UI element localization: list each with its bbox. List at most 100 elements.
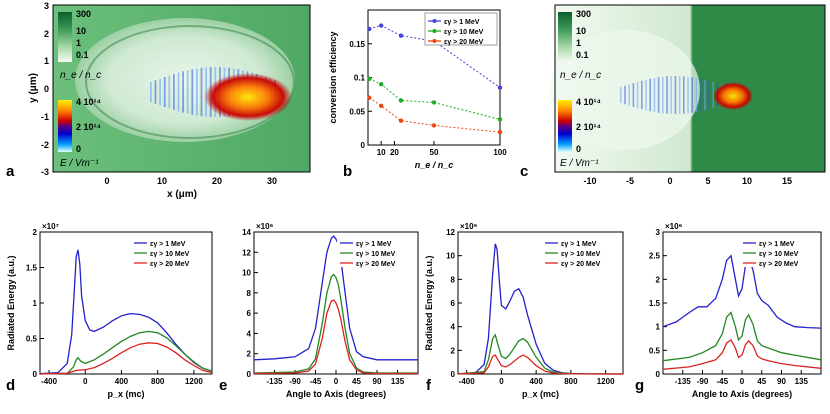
x-axis-label: p_x (mc) (522, 389, 559, 399)
series-line-3 (253, 299, 418, 375)
panel-a-density-tick-1: 10 (76, 26, 86, 36)
series-2-point (431, 100, 437, 105)
x-tick-label: 0 (334, 377, 339, 386)
panel-a-ytick-2: 1 (44, 56, 49, 66)
field-stripe (653, 77, 656, 113)
series-1-point (367, 26, 372, 32)
x-tick-label: -90 (697, 377, 709, 386)
panel-d-letter: d (6, 377, 15, 394)
panel-c-density-colorbar (558, 12, 572, 62)
legend-label-3: εγ > 20 MeV (561, 261, 601, 268)
legend-label-2: εγ > 10 MeV (759, 251, 799, 258)
y-tick-label: 1.5 (649, 299, 661, 308)
x-tick-label: 0 (499, 377, 504, 386)
panel-c-density-tick-0: 300 (576, 9, 591, 19)
legend-label-3: εγ > 20 MeV (444, 39, 484, 46)
x-tick-label: 10 (377, 148, 386, 157)
panel-a-frame (52, 4, 311, 173)
field-stripe (159, 78, 161, 106)
x-tick-label: -135 (266, 377, 283, 386)
series-2-point (497, 117, 503, 122)
panel-a-xtick-2: 20 (212, 176, 222, 186)
panel-a-field-colorbar (58, 100, 72, 152)
legend-label-1: εγ > 1 MeV (356, 241, 392, 248)
field-stripe (657, 77, 660, 113)
field-stripe (163, 77, 166, 107)
axis-multiplier: ×10⁶ (256, 222, 274, 231)
x-tick-label: -400 (459, 377, 476, 386)
panel-c-frame (554, 4, 826, 173)
x-axis-label: p_x (mc) (107, 389, 144, 399)
y-tick-label: 1.5 (26, 264, 38, 273)
y-tick-label: 8 (247, 289, 252, 298)
x-tick-label: 135 (391, 377, 405, 386)
panel-a-ytick-4: -1 (41, 112, 49, 122)
series-1-point (379, 23, 384, 28)
panel-a-xlabel: x (μm) (167, 189, 197, 200)
panel-a-hot-region (204, 73, 292, 121)
series-2-point (367, 76, 372, 82)
panel-c-field-tick-2: 0 (576, 144, 581, 154)
y-tick-label: 12 (446, 228, 455, 237)
field-stripe (182, 71, 184, 113)
x-tick-label: -400 (41, 377, 58, 386)
series-1-point (497, 85, 503, 90)
x-axis-label: Angle to Axis (degrees) (286, 389, 386, 399)
y-tick-label: 0.1 (354, 74, 366, 83)
y-tick-label: 1 (33, 299, 38, 308)
panel-c-xtick-4: 10 (742, 176, 752, 186)
legend-label-3: εγ > 20 MeV (759, 261, 799, 268)
legend-box (131, 235, 209, 267)
x-tick-label: -45 (310, 377, 322, 386)
x-tick-label: 0 (740, 377, 745, 386)
series-3-point (367, 95, 372, 100)
panel-a-field-tick-2: 0 (76, 144, 81, 154)
legend-box (542, 235, 620, 267)
y-tick-label: 0 (247, 370, 252, 379)
panel-a-field-tick-0: 4 10¹⁴ (76, 97, 101, 107)
legend-label-3: εγ > 20 MeV (356, 261, 396, 268)
panel-e-chart: 0 2 4 6 8 10 12 14 -135 -90 -45 0 45 90 135 εγ > 1 MeV ε… (242, 222, 419, 399)
legend-label-1: εγ > 1 MeV (444, 19, 480, 26)
panel-c-xtick-2: 0 (667, 176, 672, 186)
series-line-3 (457, 354, 624, 375)
legend-label-2: εγ > 10 MeV (150, 251, 190, 258)
y-tick-label: 2 (247, 350, 252, 359)
legend-marker-1 (432, 19, 437, 23)
series-line-1 (39, 249, 213, 375)
legend-marker-2 (432, 29, 437, 33)
x-tick-label: 1200 (185, 377, 203, 386)
legend-label-1: εγ > 1 MeV (561, 241, 597, 248)
x-axis-label: Angle to Axis (degrees) (692, 389, 792, 399)
field-stripe (632, 83, 635, 107)
x-tick-label: 20 (390, 148, 399, 157)
panel-a-ylabel: y (μm) (28, 73, 39, 103)
field-stripe (636, 81, 639, 109)
x-tick-label: 45 (757, 377, 766, 386)
panel-c-density-tick-2: 1 (576, 38, 581, 48)
panel-c-xtick-1: -5 (626, 176, 634, 186)
panel-g-letter: g (635, 377, 644, 394)
panel-c-density-tick-1: 10 (576, 26, 586, 36)
field-stripe (173, 74, 175, 110)
x-tick-label: 800 (564, 377, 578, 386)
y-axis-label: Radiated Energy (a.u.) (6, 255, 16, 350)
x-tick-label: 45 (352, 377, 361, 386)
field-stripe (695, 77, 698, 113)
series-2-point (398, 98, 404, 103)
series-1-point (398, 33, 404, 38)
panel-c-letter: c (520, 163, 528, 180)
y-tick-label: 2.5 (649, 252, 661, 261)
panel-c-field-colorbar (558, 100, 572, 152)
field-stripe (645, 79, 647, 111)
panel-a-ytick-6: -3 (41, 167, 49, 177)
series-line-3 (662, 338, 822, 370)
panel-c-field-label: E / Vm⁻¹ (560, 158, 599, 169)
panel-a-density-colorbar (58, 12, 72, 62)
panel-c-xtick-5: 15 (782, 176, 792, 186)
series-line-1 (369, 24, 501, 89)
x-tick-label: 400 (529, 377, 543, 386)
y-axis-label: Radiated Energy (a.u.) (424, 255, 434, 350)
panel-a-density-tick-0: 300 (76, 9, 91, 19)
